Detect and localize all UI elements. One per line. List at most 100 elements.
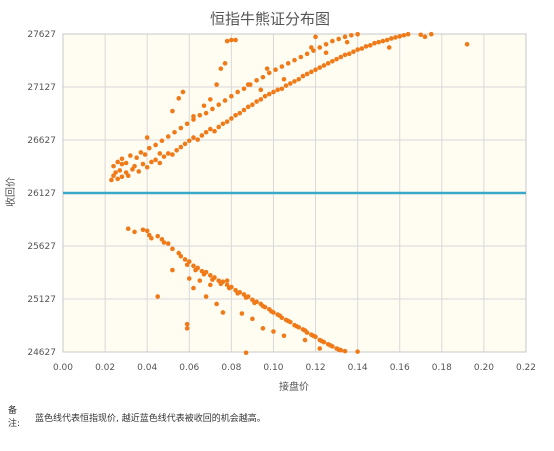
data-point (313, 67, 318, 73)
y-tick-label: 26627 (27, 136, 56, 146)
data-point (292, 57, 297, 63)
data-point (146, 232, 152, 238)
data-point (336, 347, 341, 352)
data-point (170, 246, 175, 252)
data-point (161, 154, 167, 159)
data-point (273, 67, 278, 73)
data-point (296, 76, 302, 82)
data-point (334, 56, 339, 62)
data-point (380, 38, 386, 44)
data-point (153, 142, 158, 148)
data-point (197, 278, 203, 283)
data-point (208, 97, 213, 102)
data-point (325, 61, 331, 66)
x-tick-label: 0.00 (53, 363, 73, 373)
data-point (191, 117, 196, 122)
x-tick-label: 0.22 (516, 363, 536, 373)
data-point (317, 65, 323, 70)
data-point (304, 51, 310, 57)
data-point (262, 93, 268, 99)
data-point (220, 310, 226, 315)
data-point (174, 147, 179, 153)
data-point (165, 241, 171, 246)
data-point (243, 350, 249, 356)
x-axis-ticks: 0.00 0.02 0.04 0.06 0.08 0.10 0.12 0.14 0.16 0.18… (53, 363, 536, 373)
data-point (254, 99, 259, 104)
data-point (125, 226, 131, 232)
x-tick-label: 0.04 (137, 363, 157, 373)
data-point (241, 86, 247, 92)
data-point (128, 153, 133, 158)
data-point (349, 32, 354, 38)
data-point (182, 141, 188, 147)
data-point (235, 89, 240, 95)
data-point (125, 173, 131, 179)
data-point (144, 135, 150, 140)
data-point (355, 349, 360, 354)
data-point (309, 45, 314, 50)
data-point (323, 50, 329, 56)
data-point (313, 34, 318, 40)
data-point (119, 156, 125, 162)
data-point (235, 291, 240, 296)
data-point (321, 63, 327, 68)
data-point (117, 168, 123, 173)
data-point (359, 46, 365, 51)
data-point (224, 119, 230, 124)
y-axis-label: 收回价 (4, 177, 17, 207)
data-point (355, 47, 360, 52)
data-point (226, 285, 232, 291)
data-point (258, 97, 264, 102)
data-point (165, 151, 171, 156)
data-point (214, 301, 219, 307)
data-point (269, 309, 274, 314)
data-point (201, 103, 207, 109)
data-point (155, 294, 161, 299)
data-point (208, 282, 213, 288)
data-point (330, 38, 335, 44)
data-point (327, 343, 333, 348)
data-point (170, 152, 175, 157)
x-tick-label: 0.20 (474, 363, 494, 373)
data-point (264, 66, 270, 71)
data-point (155, 233, 161, 239)
data-point (372, 40, 377, 46)
data-point (220, 121, 226, 127)
x-tick-label: 0.16 (390, 363, 410, 373)
data-point (165, 134, 171, 139)
data-point (191, 263, 196, 269)
y-tick-label: 25127 (27, 295, 56, 305)
y-tick-label: 25627 (27, 242, 56, 252)
data-point (302, 328, 308, 333)
data-point (418, 32, 424, 38)
data-point (184, 321, 190, 327)
data-point (109, 177, 114, 183)
data-point (136, 169, 142, 174)
data-point (149, 159, 154, 165)
data-point (191, 114, 196, 119)
data-point (294, 323, 299, 329)
data-point (140, 161, 146, 167)
data-point (203, 110, 209, 116)
data-point (184, 262, 190, 268)
data-point (285, 318, 291, 324)
data-point (271, 89, 276, 95)
data-point (389, 36, 394, 41)
data-point (258, 87, 264, 93)
x-tick-label: 0.18 (432, 363, 452, 373)
data-point (338, 54, 344, 60)
data-point (279, 64, 285, 69)
data-point (275, 87, 280, 93)
data-point (277, 313, 283, 318)
data-point (464, 41, 470, 47)
data-point (159, 237, 165, 242)
data-point (201, 272, 207, 277)
data-point (245, 104, 251, 110)
data-point (342, 34, 348, 40)
data-point (287, 81, 293, 86)
data-point (298, 54, 304, 60)
data-point (229, 116, 234, 121)
data-point (222, 61, 228, 66)
data-point (113, 170, 118, 175)
x-tick-label: 0.10 (263, 363, 283, 373)
